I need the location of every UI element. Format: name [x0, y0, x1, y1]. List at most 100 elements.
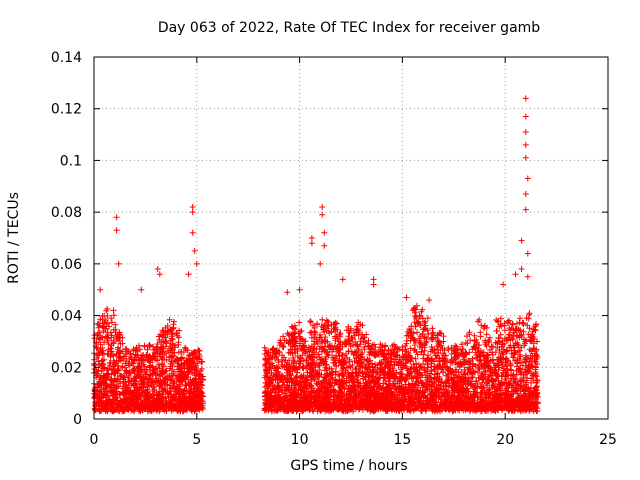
data-point: [170, 380, 177, 387]
data-point: [158, 345, 165, 352]
data-point: [173, 385, 180, 392]
data-point: [132, 384, 139, 391]
data-point: [154, 392, 160, 399]
data-point: [105, 341, 112, 348]
data-point: [108, 315, 115, 322]
data-point: [183, 382, 190, 389]
data-point: [163, 339, 170, 346]
data-point: [170, 352, 177, 359]
data-point: [170, 324, 177, 331]
data-point: [159, 360, 166, 367]
data-point: [196, 348, 203, 354]
data-point: [192, 380, 199, 387]
data-point: [125, 401, 132, 408]
data-point: [99, 379, 106, 385]
data-point: [148, 404, 155, 411]
data-point: [172, 372, 179, 379]
data-point: [182, 407, 188, 414]
data-point: [119, 340, 126, 347]
data-point: [151, 349, 158, 356]
data-point: [101, 339, 108, 346]
data-point: [97, 334, 104, 341]
data-point: [120, 373, 127, 380]
data-point: [122, 382, 128, 388]
data-point: [97, 388, 104, 395]
data-point: [95, 324, 102, 331]
data-point: [307, 319, 314, 325]
data-point: [429, 336, 436, 342]
data-point: [411, 313, 418, 319]
data-point: [97, 348, 104, 355]
data-point: [112, 321, 119, 328]
data-point: [166, 382, 173, 389]
data-point: [185, 353, 192, 359]
data-point: [319, 316, 326, 323]
data-point: [167, 343, 174, 350]
data-point: [119, 364, 126, 371]
data-point: [474, 369, 481, 376]
data-point: [466, 349, 473, 356]
data-point: [168, 335, 175, 342]
data-point: [146, 342, 153, 349]
data-point: [124, 348, 130, 355]
data-point: [109, 398, 116, 405]
data-point: [92, 386, 98, 393]
data-point: [160, 406, 167, 413]
data-point: [467, 337, 474, 344]
data-point: [190, 390, 197, 397]
data-point: [307, 318, 314, 325]
data-point: [185, 357, 192, 364]
data-point: [182, 345, 189, 352]
data-point: [143, 366, 150, 373]
data-point: [164, 331, 171, 338]
data-point: [137, 367, 144, 374]
data-points: [91, 95, 541, 415]
data-point: [94, 370, 101, 377]
data-point: [99, 365, 106, 372]
data-point: [116, 378, 123, 385]
data-point: [126, 378, 133, 385]
data-point: [146, 376, 153, 383]
data-point: [179, 355, 185, 362]
data-point: [92, 407, 98, 413]
data-point: [133, 396, 140, 403]
data-point: [108, 334, 115, 341]
data-point: [110, 357, 117, 364]
data-point: [126, 369, 133, 376]
data-point: [123, 367, 130, 374]
data-point: [172, 344, 178, 351]
data-point: [105, 365, 112, 372]
data-point: [193, 362, 199, 369]
data-point: [193, 355, 200, 362]
data-point: [194, 394, 201, 401]
data-point: [93, 392, 100, 399]
data-point: [139, 376, 146, 383]
data-point: [175, 357, 182, 364]
data-point: [176, 377, 183, 384]
data-point: [154, 370, 161, 377]
data-point: [149, 397, 156, 404]
data-point: [146, 357, 153, 364]
data-point: [150, 352, 157, 359]
data-point: [194, 399, 201, 405]
data-point: [175, 334, 182, 341]
data-point: [103, 323, 110, 330]
data-point: [199, 389, 206, 396]
data-point: [101, 356, 107, 363]
data-point: [127, 395, 134, 402]
data-point: [173, 405, 180, 411]
data-point: [420, 360, 427, 367]
data-point: [137, 378, 144, 385]
data-point: [142, 370, 149, 377]
data-point: [94, 383, 100, 390]
data-point: [109, 366, 116, 373]
data-point: [163, 367, 170, 374]
data-point: [146, 364, 153, 371]
data-point: [97, 382, 104, 389]
data-point: [167, 377, 174, 384]
data-point: [168, 391, 175, 398]
data-point: [97, 408, 104, 414]
data-point: [156, 350, 163, 357]
data-point: [99, 316, 106, 323]
